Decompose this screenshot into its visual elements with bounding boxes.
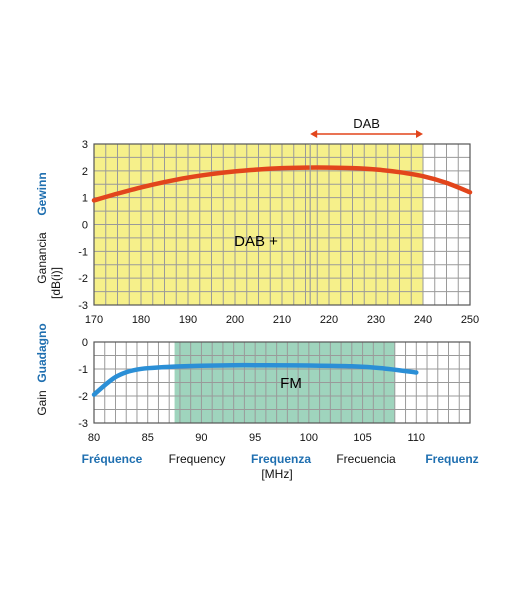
- band-label: FM: [280, 375, 302, 392]
- y-tick-label: 0: [82, 220, 88, 232]
- ylabel-guadagno: Guadagno: [35, 323, 49, 382]
- x-tick-label: 190: [179, 314, 197, 326]
- ylabel-ganancia: Ganancia: [35, 232, 49, 284]
- range-marker-label: DAB: [353, 116, 380, 131]
- y-tick-label: -1: [78, 364, 88, 376]
- x-tick-label: 80: [88, 432, 100, 444]
- series-line: [91, 165, 473, 203]
- y-tick-label: 3: [82, 139, 88, 151]
- y-tick-label: -2: [78, 391, 88, 403]
- xlabel-frecuencia: Frecuencia: [336, 452, 396, 466]
- y-tick-label: -1: [78, 246, 88, 258]
- x-tick-label: 230: [367, 314, 385, 326]
- xlabel-frequenz: Frequenz: [425, 452, 478, 466]
- x-tick-label: 105: [353, 432, 371, 444]
- x-tick-label: 110: [408, 432, 426, 444]
- y-tick-label: 0: [82, 337, 88, 349]
- x-tick-label: 90: [195, 432, 207, 444]
- x-tick-label: 250: [461, 314, 479, 326]
- ylabel-gain: Gain: [35, 390, 49, 415]
- x-tick-label: 95: [249, 432, 261, 444]
- ylabel-gewinn: Gewinn: [35, 172, 49, 215]
- xlabel-frequence: Fréquence: [82, 452, 143, 466]
- plot-frame: [93, 341, 471, 424]
- y-tick-label: -3: [78, 418, 88, 430]
- fm-chart: 0 -1 -2 -380 85 90 95 100 105 110 FM: [78, 337, 471, 444]
- y-tick-label: -3: [78, 300, 88, 312]
- x-tick-label: 200: [226, 314, 244, 326]
- plot-frame: [93, 143, 471, 306]
- xlabel-frequency: Frequency: [169, 452, 226, 466]
- axis-titles: Gewinn Ganancia [dB(i)] Guadagno Gain Fr…: [35, 172, 479, 481]
- xlabel-frequenza: Frequenza: [251, 452, 311, 466]
- y-tick-label: -2: [78, 273, 88, 285]
- x-tick-label: 220: [320, 314, 338, 326]
- x-tick-label: 100: [300, 432, 318, 444]
- x-tick-label: 85: [142, 432, 154, 444]
- y-tick-label: 2: [82, 166, 88, 178]
- y-tick-label: 1: [82, 193, 88, 205]
- range-arrow-left: [310, 130, 318, 138]
- band-label: DAB +: [234, 233, 278, 250]
- x-tick-label: 240: [414, 314, 432, 326]
- xlabel-unit: [MHz]: [261, 467, 292, 481]
- x-tick-label: 210: [273, 314, 291, 326]
- range-arrow-right: [416, 130, 423, 138]
- x-tick-label: 180: [132, 314, 150, 326]
- ylabel-unit: [dB(i)]: [49, 267, 63, 299]
- series-line: [91, 362, 419, 397]
- x-tick-label: 170: [85, 314, 103, 326]
